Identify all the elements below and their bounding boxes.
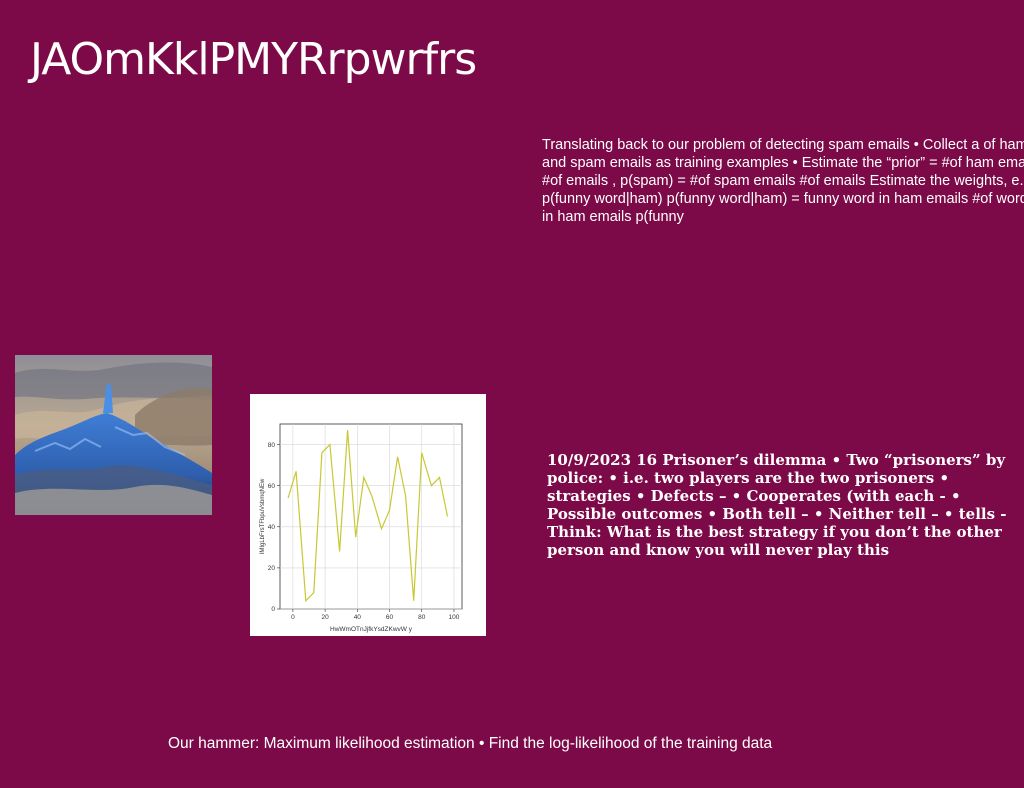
plot-area [279,423,463,610]
y-tick-label: 60 [268,483,276,490]
y-axis: 0 20 40 60 80 [268,442,280,613]
x-tick-label: 40 [354,614,362,621]
x-axis: 0 20 40 60 80 100 [291,609,460,621]
spam-detection-paragraph: Translating back to our problem of detec… [542,137,1024,225]
series-group [287,430,449,603]
series-line [287,430,449,603]
mountain-photo [15,355,212,515]
x-tick-label: 0 [291,614,295,621]
x-tick-label: 80 [418,614,426,621]
line-chart: 0 20 40 60 80 100 0 20 40 60 80 HwWmOTnJjfkYsdZKw… [250,394,486,636]
chart-svg: 0 20 40 60 80 100 0 20 40 60 80 HwWmOTnJjfkYsdZKw… [260,423,463,633]
x-tick-label: 20 [321,614,329,621]
slide-title: JAOmKklPMYRrpwrfrs [30,34,477,85]
x-axis-label: HwWmOTnJjfkYsdZKwvW y [330,626,413,633]
y-axis-label: IMIgLbFrsTFbpuVsbmqNEw [260,478,266,554]
chart-grid [280,424,462,610]
footer-text: Our hammer: Maximum likelihood estimatio… [168,735,773,752]
y-tick-label: 40 [268,524,276,531]
y-tick-label: 80 [268,442,276,449]
x-tick-label: 100 [449,614,460,621]
y-tick-label: 0 [271,606,275,613]
prisoners-dilemma-paragraph: 10/9/2023 16 Prisoner’s dilemma • Two “p… [547,451,1007,559]
y-tick-label: 20 [268,565,276,572]
x-tick-label: 60 [386,614,394,621]
